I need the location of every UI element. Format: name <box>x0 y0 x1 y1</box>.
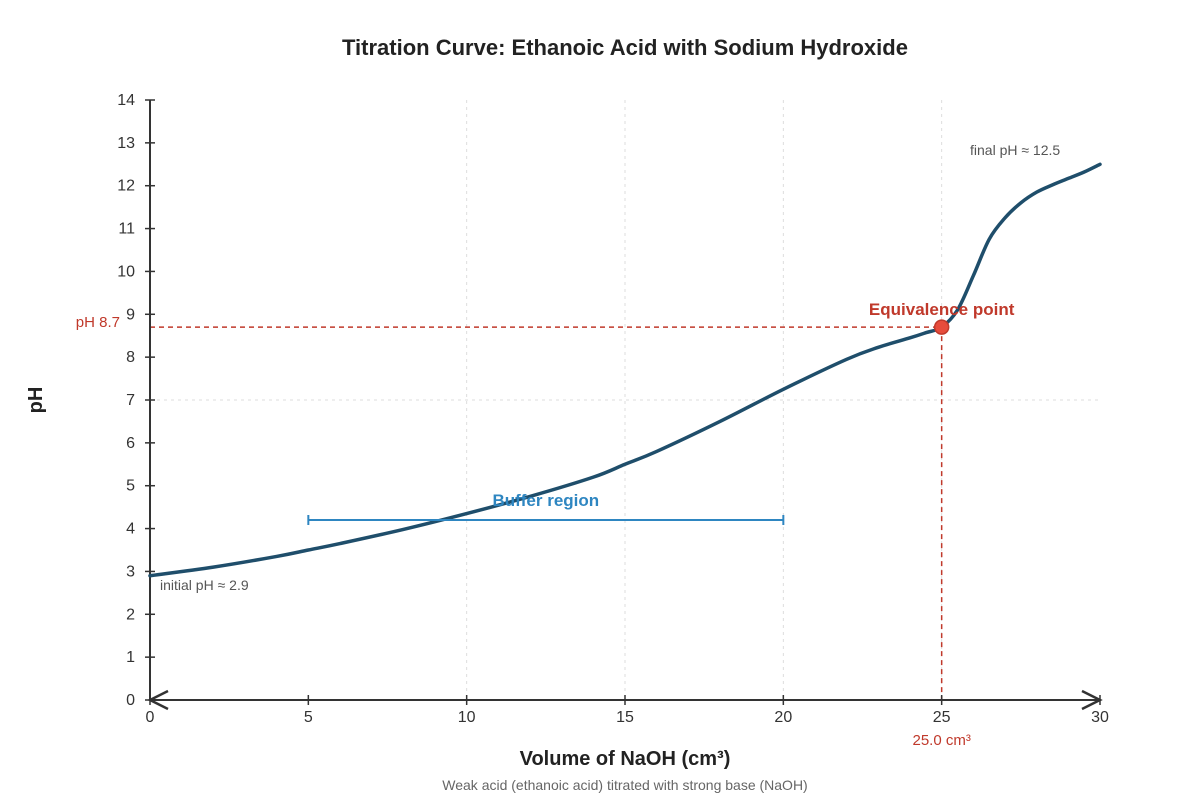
chart-title: Titration Curve: Ethanoic Acid with Sodi… <box>342 35 908 60</box>
y-axis-label: pH <box>25 387 47 414</box>
y-tick-label: 14 <box>117 92 135 109</box>
y-tick-label: 9 <box>126 306 135 323</box>
equivalence-ph-label: pH 8.7 <box>76 314 120 331</box>
grid-layer <box>150 100 1100 700</box>
series-layer <box>148 162 1102 578</box>
y-tick-label: 10 <box>117 263 135 280</box>
y-tick-label: 7 <box>126 392 135 409</box>
reference-lines <box>150 326 943 700</box>
y-tick-label: 1 <box>126 649 135 666</box>
x-tick-label: 10 <box>458 709 476 726</box>
y-tick-label: 13 <box>117 135 135 152</box>
x-tick-label: 20 <box>774 709 792 726</box>
final-ph-annotation: final pH ≈ 12.5 <box>970 142 1060 158</box>
y-tick-label: 5 <box>126 478 135 495</box>
equivalence-markers: Equivalence point pH 8.7 25.0 cm³ <box>76 300 1015 749</box>
x-axis-label: Volume of NaOH (cm³) <box>520 748 731 770</box>
initial-ph-annotation: initial pH ≈ 2.9 <box>160 577 249 593</box>
y-tick-label: 8 <box>126 349 135 366</box>
y-tick-label: 2 <box>126 606 135 623</box>
x-tick-label: 5 <box>304 709 313 726</box>
y-tick-label: 6 <box>126 435 135 452</box>
y-tick-label: 0 <box>126 692 135 709</box>
x-tick-label: 15 <box>616 709 634 726</box>
y-tick-label: 11 <box>118 221 135 238</box>
chart-caption: Weak acid (ethanoic acid) titrated with … <box>442 777 807 793</box>
y-tick-label: 12 <box>117 178 135 195</box>
x-tick-label: 30 <box>1091 709 1109 726</box>
titration-curve-line <box>148 162 1102 578</box>
x-tick-label: 25 <box>933 709 951 726</box>
y-tick-label: 4 <box>126 521 135 538</box>
x-tick-label: 0 <box>146 709 155 726</box>
buffer-region: Buffer region <box>307 491 785 525</box>
equivalence-point-label: Equivalence point <box>869 300 1015 319</box>
buffer-region-label: Buffer region <box>492 491 599 510</box>
y-tick-label: 3 <box>126 563 135 580</box>
equivalence-point-marker <box>933 319 950 335</box>
equivalence-volume-label: 25.0 cm³ <box>912 732 970 749</box>
